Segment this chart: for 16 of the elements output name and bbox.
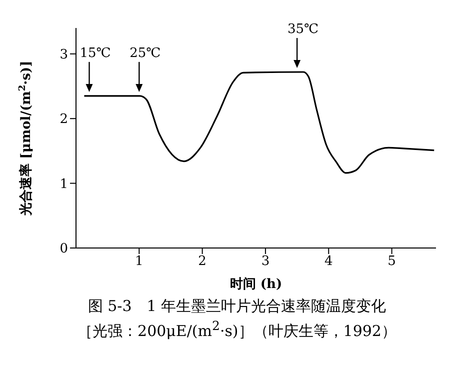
annotation: 35℃ [288, 22, 319, 37]
annotation: 15℃ [80, 46, 111, 61]
text: ［光强：200μE/(m$^{2}$·s)］（叶庆生等，1992） [76, 318, 398, 341]
x-tick-label: 4 [324, 254, 333, 270]
y-tick-label: 0 [60, 242, 68, 257]
y-tick-label: 2 [60, 112, 68, 128]
x-tick-label: 3 [261, 254, 270, 270]
line-series [83, 71, 435, 174]
x-axis-title: 时间 (h) [230, 277, 282, 292]
x-tick-label: 5 [388, 254, 396, 270]
y-tick-label: 3 [60, 47, 68, 62]
y-tick-label: 1 [60, 176, 68, 192]
x-tick-label: 2 [198, 254, 206, 270]
x-tick-label: 1 [135, 254, 144, 270]
annotation: 25℃ [130, 46, 161, 61]
text: 图 5-3 1 年生墨兰叶片光合速率随温度变化 [86, 297, 388, 316]
